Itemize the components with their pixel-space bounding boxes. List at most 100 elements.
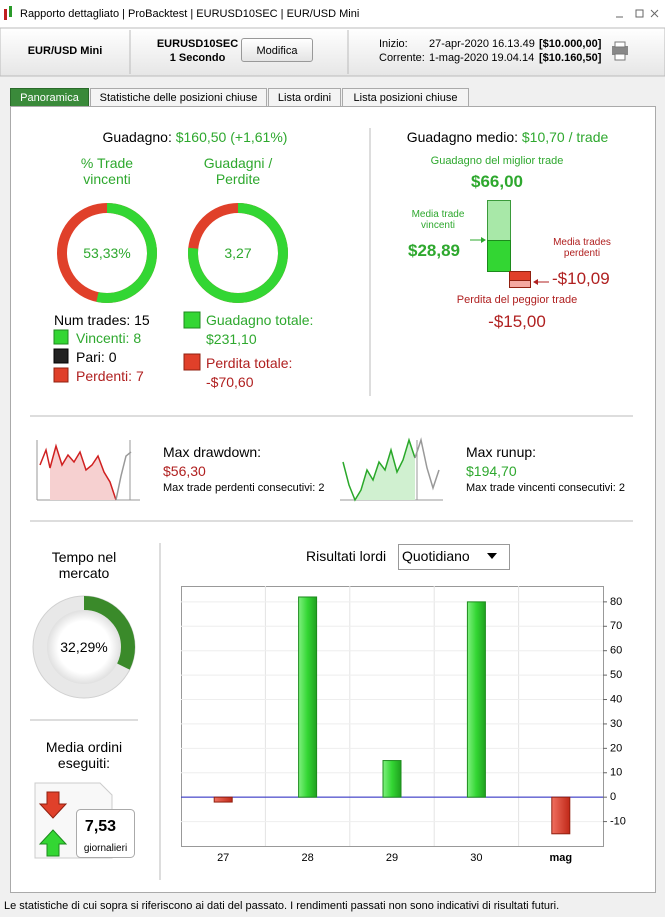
gain-value: $160,50 (+1,61%): [175, 129, 288, 145]
even: Pari: 0: [76, 349, 116, 365]
tab[interactable]: Lista posizioni chiuse: [342, 88, 469, 106]
avg-win: $28,89: [408, 241, 460, 260]
timeframe: 1 Secondo: [169, 52, 226, 64]
avg-gain: $10,70 / trade: [521, 129, 609, 145]
avg-gain-label: Guadagno medio:: [406, 129, 518, 145]
x-tick-label: 30: [470, 852, 482, 864]
y-tick-label: 0: [610, 791, 616, 803]
drawdown-label: Max drawdown:: [163, 444, 262, 460]
runup: $194,70: [466, 463, 517, 479]
label: Perdenti:: [76, 368, 133, 384]
y-tick-label: 70: [610, 620, 622, 632]
dropdown[interactable]: [398, 544, 510, 570]
total-loss: -$70,60: [206, 374, 254, 390]
gain-label: Guadagno:: [102, 129, 172, 145]
avg-loss-label: Media trades perdenti: [553, 237, 611, 259]
start-date: 27-apr-2020 16.13.49: [429, 38, 535, 50]
label: Num trades:: [54, 312, 131, 328]
y-tick-label: 80: [610, 596, 622, 608]
donut-arc: [188, 203, 288, 303]
x-tick-label: mag: [549, 852, 572, 864]
worst-label: Perdita del peggior trade: [456, 294, 578, 306]
legend-swatch: [53, 311, 201, 383]
best-label: Guadagno del miglior trade: [430, 155, 564, 167]
chart-title: Risultati lordi: [306, 548, 387, 564]
drawdown: $56,30: [163, 463, 206, 479]
best: $66,00: [471, 172, 523, 191]
avg-loss: -$10,09: [552, 269, 610, 288]
value: 8: [133, 330, 142, 346]
bar: [213, 796, 233, 803]
tab[interactable]: Panoramica: [10, 88, 89, 106]
orders-icon: [34, 782, 135, 859]
value: 2: [318, 482, 325, 494]
x-tick-label: 28: [301, 852, 313, 864]
winners: Vincenti: 8: [76, 330, 141, 346]
bar: [298, 596, 318, 798]
gain-line: Guadagno: $160,50 (+1,61%): [40, 129, 350, 145]
header-bar: [0, 27, 665, 77]
y-tick-label: 30: [610, 718, 622, 730]
period-select[interactable]: Quotidiano: [402, 548, 470, 564]
start-value: [$10.000,00]: [539, 38, 602, 50]
bar: [382, 760, 402, 798]
print-icon[interactable]: [612, 41, 628, 61]
bar: [551, 796, 571, 835]
bar: [466, 601, 486, 798]
x-tick-label: 27: [217, 852, 229, 864]
total-gain: $231,10: [206, 331, 257, 347]
orders-title: Media ordini eseguiti:: [45, 739, 123, 771]
code: EURUSD10SEC: [156, 38, 239, 50]
losers: Perdenti: 7: [76, 368, 144, 384]
worst: -$15,00: [488, 312, 546, 331]
ratio-title: Guadagni / Perdite: [203, 155, 273, 187]
start-label: Inizio:: [379, 38, 408, 50]
footer-note: Le statistiche di cui sopra si riferisco…: [4, 900, 560, 912]
tab[interactable]: Statistiche delle posizioni chiuse: [90, 88, 267, 106]
value: 0: [108, 349, 117, 365]
average-illustration: [470, 200, 549, 288]
market-time-label: 32,29%: [60, 639, 108, 655]
instrument: EUR/USD Mini: [27, 45, 103, 57]
avg-win-label: Media trade vincenti: [411, 209, 465, 231]
y-tick-label: 10: [610, 767, 622, 779]
label: Max trade vincenti consecutivi:: [466, 482, 616, 494]
runup-label: Max runup:: [466, 444, 537, 460]
drawdown-illustration: [36, 440, 140, 501]
orders-unit: giornalieri: [83, 843, 128, 854]
y-tick-label: -10: [610, 815, 626, 827]
tab[interactable]: Lista ordini: [268, 88, 341, 106]
orders-per-day: 7,53: [84, 818, 117, 835]
label: Max trade perdenti consecutivi:: [163, 482, 316, 494]
current-label: Corrente:: [379, 52, 425, 64]
total-gain-label: Guadagno totale:: [206, 312, 314, 328]
runup-illustration: [340, 437, 443, 502]
value: 7: [135, 368, 144, 384]
y-tick-label: 40: [610, 693, 622, 705]
donut-inner: [47, 610, 121, 684]
edit-button[interactable]: Modifica: [241, 38, 313, 62]
max-winning: Max trade vincenti consecutivi: 2: [466, 482, 625, 494]
ratio-donut-label: 3,27: [224, 245, 252, 261]
value: 2: [618, 482, 625, 494]
title-bar: [0, 0, 665, 28]
y-tick-label: 60: [610, 645, 622, 657]
current-value: [$10.160,50]: [539, 52, 602, 64]
label: Pari:: [76, 349, 105, 365]
window-title: Rapporto dettagliato | ProBacktest | EUR…: [20, 8, 360, 20]
avg-gain-line: Guadagno medio: $10,70 / trade: [380, 129, 635, 145]
win-title: % Trade vincenti: [80, 155, 134, 187]
window-controls[interactable]: [616, 9, 659, 18]
value: 15: [134, 312, 150, 328]
num-trades: Num trades: 15: [54, 312, 150, 328]
x-tick-label: 29: [386, 852, 398, 864]
win-donut-label: 53,33%: [83, 245, 131, 261]
donut-arc: [57, 203, 157, 303]
y-tick-label: 20: [610, 742, 622, 754]
app-icon: [4, 6, 12, 20]
plot-area: [181, 586, 604, 847]
y-tick-label: 50: [610, 669, 622, 681]
market-time-title: Tempo nel mercato: [51, 549, 117, 581]
